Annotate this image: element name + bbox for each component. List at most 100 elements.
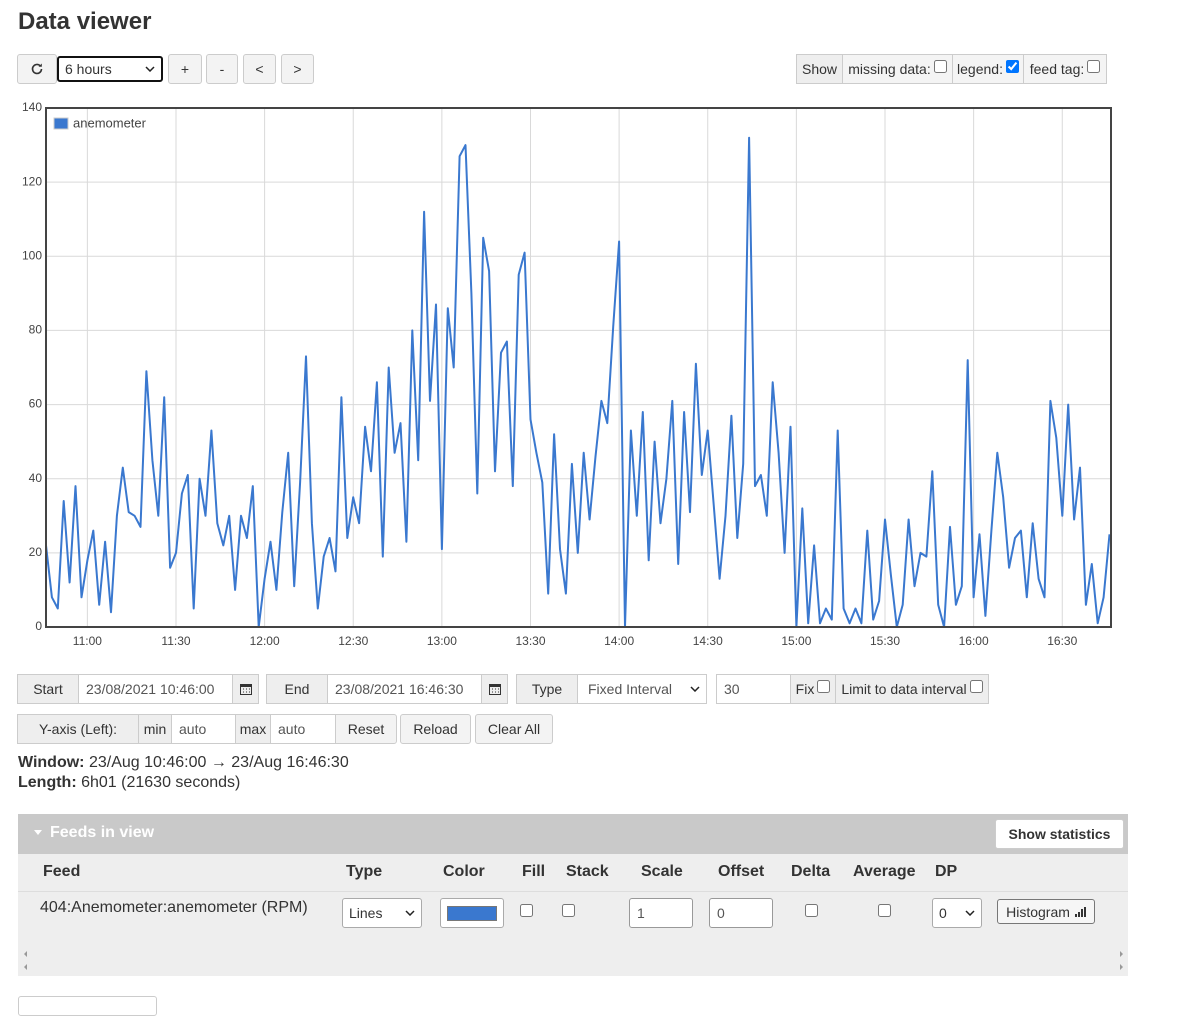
feed-tag-toggle: feed tag: bbox=[1023, 54, 1107, 84]
zoom-out-button[interactable]: - bbox=[206, 54, 238, 84]
clear-all-button[interactable]: Clear All bbox=[475, 714, 553, 744]
x-tick-label: 16:30 bbox=[1047, 634, 1077, 648]
missing-data-toggle: missing data: bbox=[842, 54, 953, 84]
feeds-toggle[interactable]: Feeds in view bbox=[34, 824, 154, 842]
checkbox[interactable] bbox=[1005, 59, 1019, 73]
checkbox[interactable] bbox=[1087, 59, 1101, 73]
column-header: DP bbox=[935, 863, 958, 880]
y-tick-label: 40 bbox=[29, 471, 43, 485]
column-header: Average bbox=[853, 863, 916, 880]
stack-checkbox[interactable] bbox=[562, 904, 575, 917]
type-select[interactable]: Fixed Interval bbox=[577, 674, 707, 704]
y-axis-label: Y-axis (Left): bbox=[17, 714, 139, 744]
legend-toggle: legend: bbox=[952, 54, 1024, 84]
min-label: min bbox=[138, 714, 172, 744]
length-label: Length: bbox=[18, 774, 77, 791]
option-label: feed tag: bbox=[1029, 61, 1085, 77]
checkbox[interactable] bbox=[969, 679, 983, 693]
column-header: Color bbox=[443, 863, 485, 880]
x-tick-label: 15:30 bbox=[870, 634, 900, 648]
fill-checkbox[interactable] bbox=[520, 904, 533, 917]
calendar-button[interactable] bbox=[232, 674, 259, 704]
legend-swatch bbox=[53, 117, 69, 130]
data-line bbox=[45, 136, 1111, 628]
page-title: Data viewer bbox=[18, 8, 152, 35]
window-value: 23/Aug 10:46:00 → 23/Aug 16:46:30 bbox=[88, 754, 349, 771]
option-label: missing data: bbox=[848, 61, 931, 77]
dp-value: 0 bbox=[939, 905, 947, 921]
start-label: Start bbox=[17, 674, 79, 704]
x-tick-label: 11:00 bbox=[73, 634, 102, 648]
histogram-label: Histogram bbox=[1006, 903, 1070, 920]
checkbox[interactable] bbox=[817, 679, 831, 693]
pan-left-button[interactable]: < bbox=[243, 54, 276, 84]
type-value: Fixed Interval bbox=[588, 681, 673, 697]
start-input[interactable]: 23/08/2021 10:46:00 bbox=[78, 674, 233, 704]
feeds-header bbox=[18, 814, 1128, 854]
option-label: legend: bbox=[957, 61, 1003, 77]
offset-input[interactable]: 0 bbox=[709, 898, 773, 928]
type-label: Type bbox=[516, 674, 578, 704]
end-input[interactable]: 23/08/2021 16:46:30 bbox=[327, 674, 482, 704]
length-value: 6h01 (21630 seconds) bbox=[81, 774, 241, 791]
pan-right-button[interactable]: > bbox=[281, 54, 314, 84]
column-header: Stack bbox=[566, 863, 609, 880]
interval-input[interactable]: 30 bbox=[716, 674, 791, 704]
caret bbox=[34, 830, 42, 835]
feed-type: Lines bbox=[349, 905, 383, 921]
delta-checkbox[interactable] bbox=[805, 904, 818, 917]
column-header: Scale bbox=[641, 863, 683, 880]
range-select[interactable]: 6 hours bbox=[57, 56, 163, 82]
fix-label: Fix bbox=[795, 681, 815, 697]
length-info: Length: 6h01 (21630 seconds) bbox=[18, 774, 240, 792]
fix-toggle: Fix bbox=[790, 674, 836, 704]
calendar-icon bbox=[488, 684, 501, 695]
feed-name: 404:Anemometer:anemometer (RPM) bbox=[40, 899, 308, 916]
y-tick-label: 140 bbox=[22, 100, 42, 114]
reload-button[interactable]: Reload bbox=[400, 714, 471, 744]
calendar-button[interactable] bbox=[481, 674, 508, 704]
max-label: max bbox=[235, 714, 271, 744]
y-tick-label: 60 bbox=[29, 397, 43, 411]
checkbox[interactable] bbox=[933, 59, 947, 73]
dp-select[interactable]: 0 bbox=[932, 898, 982, 928]
x-tick-label: 13:30 bbox=[515, 634, 545, 648]
chart: 0 20 40 60 80 100 120 140 11:00 11:30 12:00 12:30 13… bbox=[22, 100, 1112, 648]
histogram-button[interactable]: Histogram bbox=[997, 899, 1095, 924]
x-tick-label: 12:30 bbox=[338, 634, 368, 648]
scrollbar-arrows bbox=[24, 951, 1123, 970]
y-tick-label: 100 bbox=[22, 248, 42, 262]
min-input[interactable]: auto bbox=[171, 714, 236, 744]
y-tick-label: 80 bbox=[29, 323, 43, 337]
show-statistics-button[interactable]: Show statistics bbox=[995, 819, 1124, 849]
y-tick-label: 20 bbox=[29, 545, 43, 559]
limit-label: Limit to data interval bbox=[841, 681, 967, 697]
window-info: Window: 23/Aug 10:46:00 → 23/Aug 16:46:3… bbox=[18, 754, 349, 772]
reset-button[interactable]: Reset bbox=[335, 714, 397, 744]
y-tick-label: 0 bbox=[35, 619, 42, 633]
max-input[interactable]: auto bbox=[270, 714, 336, 744]
x-tick-label: 13:00 bbox=[427, 634, 457, 648]
refresh-button[interactable] bbox=[17, 54, 57, 84]
zoom-in-button[interactable]: + bbox=[168, 54, 202, 84]
histogram-icon bbox=[1074, 906, 1086, 917]
end-label: End bbox=[266, 674, 328, 704]
chevron bbox=[405, 910, 415, 916]
color-picker[interactable] bbox=[440, 898, 504, 928]
x-tick-label: 11:30 bbox=[161, 634, 190, 648]
refresh-icon bbox=[31, 63, 43, 75]
calendar-icon bbox=[239, 684, 252, 695]
show-label: Show bbox=[796, 54, 843, 84]
average-checkbox[interactable] bbox=[878, 904, 891, 917]
scale-input[interactable]: 1 bbox=[629, 898, 693, 928]
chevron bbox=[145, 66, 155, 72]
legend-label: anemometer bbox=[73, 115, 147, 130]
plot-border bbox=[45, 107, 1112, 628]
row-divider bbox=[18, 891, 1128, 892]
x-tick-label: 14:00 bbox=[604, 634, 634, 648]
column-header: Fill bbox=[522, 863, 546, 880]
x-tick-label: 12:00 bbox=[250, 634, 280, 648]
y-tick-label: 120 bbox=[22, 174, 42, 188]
feed-type-select[interactable]: Lines bbox=[342, 898, 422, 928]
